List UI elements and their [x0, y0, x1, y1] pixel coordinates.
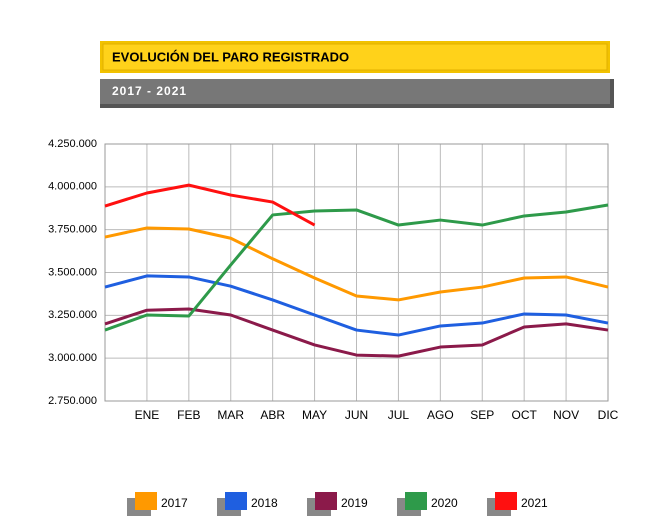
x-tick-label: OCT: [511, 408, 537, 422]
subtitle-box: [100, 79, 610, 104]
x-tick-label: MAY: [302, 408, 327, 422]
x-tick-label: DIC: [598, 408, 619, 422]
legend-swatch: [495, 492, 517, 510]
x-tick-label: ABR: [260, 408, 285, 422]
series-line: [104, 307, 609, 358]
x-tick-label: JUN: [345, 408, 368, 422]
x-tick-label: SEP: [470, 408, 494, 422]
y-tick-label: 4.000.000: [48, 181, 97, 193]
series-line: [104, 203, 609, 332]
y-tick-label: 3.000.000: [48, 352, 97, 364]
legend-label: 2019: [341, 496, 368, 510]
chart-subtitle: 2017 - 2021: [112, 84, 187, 98]
plot-border: [104, 143, 609, 402]
legend-swatch: [315, 492, 337, 510]
x-tick-label: AGO: [427, 408, 454, 422]
x-tick-label: NOV: [553, 408, 579, 422]
legend-swatch: [135, 492, 157, 510]
legend-label: 2017: [161, 496, 188, 510]
x-tick-label: MAR: [217, 408, 244, 422]
legend-swatch: [225, 492, 247, 510]
series-line: [104, 274, 609, 337]
legend-label: 2021: [521, 496, 548, 510]
y-tick-label: 3.750.000: [48, 224, 97, 236]
series-line: [104, 183, 316, 227]
y-tick-label: 4.250.000: [48, 138, 97, 150]
legend-label: 2020: [431, 496, 458, 510]
x-tick-label: FEB: [177, 408, 200, 422]
x-tick-label: ENE: [135, 408, 160, 422]
title-box-inner: [102, 43, 608, 71]
y-tick-label: 2.750.000: [48, 395, 97, 407]
y-tick-label: 3.500.000: [48, 266, 97, 278]
series-line: [104, 226, 609, 302]
chart-title: EVOLUCIÓN DEL PARO REGISTRADO: [112, 49, 349, 64]
legend-swatch: [405, 492, 427, 510]
legend-label: 2018: [251, 496, 278, 510]
y-tick-label: 3.250.000: [48, 309, 97, 321]
x-tick-label: JUL: [388, 408, 410, 422]
